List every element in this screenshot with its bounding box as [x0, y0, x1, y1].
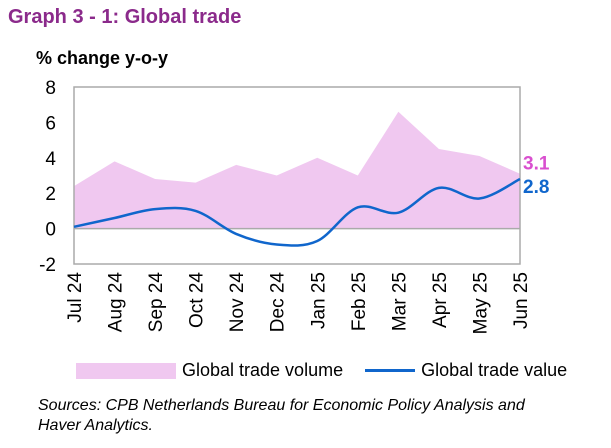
- x-tick-label: Sep 24: [146, 272, 167, 333]
- y-tick-label: 6: [45, 113, 56, 134]
- plot-border: [73, 86, 521, 265]
- area-global-trade-volume: [74, 111, 520, 229]
- legend-swatch-volume: [76, 362, 176, 379]
- chart-title: Graph 3 - 1: Global trade: [8, 6, 242, 28]
- x-tick-label: Dec 24: [268, 272, 289, 333]
- x-tick-label: Jul 24: [65, 272, 86, 323]
- y-tick-label: 4: [45, 149, 56, 170]
- legend-label-value: Global trade value: [421, 360, 568, 380]
- legend-label-volume: Global trade volume: [182, 360, 344, 380]
- y-axis-label: % change y-o-y: [36, 48, 169, 68]
- y-tick-label: 2: [45, 184, 56, 205]
- x-tick-label: Jan 25: [308, 272, 329, 329]
- y-tick-label: 8: [45, 78, 56, 99]
- end-label-value: 2.8: [523, 177, 549, 198]
- x-tick-label: Nov 24: [227, 272, 248, 333]
- x-tick-label: Feb 25: [349, 272, 370, 331]
- x-tick-label: Aug 24: [106, 272, 127, 333]
- x-tick-label: Jun 25: [511, 272, 532, 329]
- source-note: Sources: CPB Netherlands Bureau for Econ…: [38, 397, 525, 434]
- x-tick-label: Apr 25: [430, 272, 451, 328]
- end-label-volume: 3.1: [523, 154, 550, 175]
- legend: Global trade volume Global trade value: [76, 360, 567, 381]
- x-tick-label: Oct 24: [187, 272, 208, 328]
- y-tick-label: -2: [39, 255, 56, 276]
- legend-swatch-value: [365, 369, 416, 372]
- line-global-trade-value: [73, 177, 521, 247]
- y-tick-label: 0: [45, 220, 56, 241]
- x-tick-label: Mar 25: [389, 272, 410, 331]
- x-tick-label: May 25: [470, 272, 491, 334]
